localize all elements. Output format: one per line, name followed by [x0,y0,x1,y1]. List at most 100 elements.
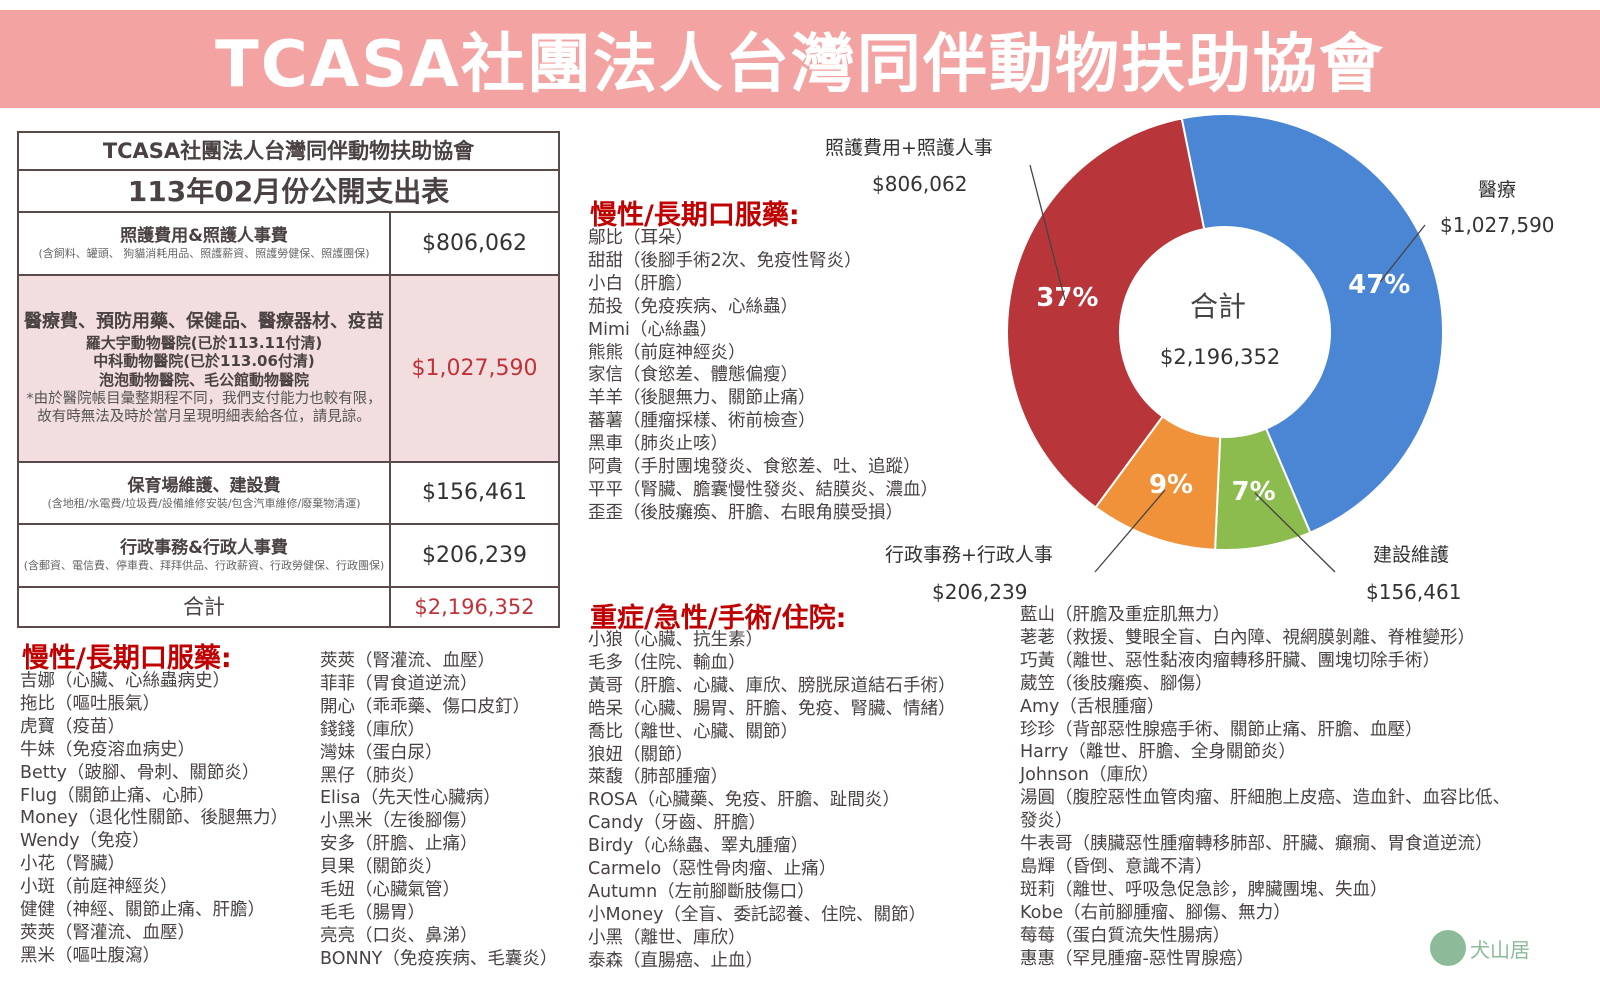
list-item: 毛妞（心臟氣管） [320,880,460,901]
list-item: 亮亮（口炎、鼻涕） [320,925,478,946]
hospital: 中科動物醫院(已於113.06付清) [93,352,315,371]
list-item: 藍山（肝膽及重症肌無力） [1020,605,1230,625]
expense-table: TCASA社團法人台灣同伴動物扶助協會 113年02月份公開支出表 照護費用&照… [17,131,560,628]
list-item: Wendy（免疫） [20,831,150,852]
list-item: Mimi（心絲蟲） [588,319,718,340]
list-item: 蕃薯（腫瘤採樣、術前檢查） [588,411,816,432]
list-item: 小白（肝膽） [588,273,693,294]
list-item: 黑仔（肺炎） [320,765,425,786]
list-item: 菲菲（胃食道逆流） [320,673,478,694]
list-item: 牛表哥（胰臟惡性腫瘤轉移肺部、肝臟、癲癇、胃食道逆流） [1020,834,1493,855]
chronic-heading-mid: 慢性/長期口服藥: [590,200,800,231]
list-item: Autumn（左前腳斷肢傷口） [588,881,815,902]
pct-label-admin: 9% [1149,470,1193,500]
slice-name-care: 照護費用+照護人事 [825,137,993,159]
chronic-heading-left: 慢性/長期口服藥: [22,643,232,674]
list-item: ROSA（心臟藥、免疫、肝膽、趾間炎） [588,790,900,811]
critical-list-1: 小狼（心臟、抗生素） 毛多（住院、輸血） 黃哥（肝膽、心臟、庫欣、膀胱尿道結石手術）… [588,629,956,973]
list-item: BONNY（免疫疾病、毛囊炎） [320,948,558,969]
slice-amount-construction: $156,461 [1366,580,1462,604]
list-item: 小花（腎臟） [20,854,125,875]
list-item: 甜甜（後腳手術2次、免疫性腎炎） [588,250,862,271]
list-item: Candy（牙齒、肝膽） [588,813,766,834]
hospital: 泡泡動物醫院、毛公館動物醫院 [98,371,309,389]
slice-amount-care: $806,062 [872,172,968,196]
list-item: 泰森（直腸癌、止血） [588,950,763,971]
list-item: 熊熊（前庭神經炎） [588,342,746,363]
row-note: (含郵資、電信費、停車費、拜拜供品、行政薪資、行政勞健保、行政團保) [23,559,385,573]
list-item: 安多（肝膽、止痛） [320,834,478,855]
list-item: 莢莢（腎灌流、血壓） [320,651,495,671]
row-note: (含飼料、罐頭、 狗貓消耗用品、照護薪資、照護勞健保、照護團保) [38,247,370,261]
list-item: Johnson（庫欣） [1020,765,1159,786]
leader-line-admin [1094,489,1166,573]
logo: 犬山居 [1430,930,1530,966]
list-item: 阿貴（手肘團塊發炎、食慾差、吐、追蹤） [588,457,921,478]
list-item: 貝果（關節炎） [320,857,443,878]
list-item: 健健（神經、關節止痛、肝膽） [20,900,265,921]
leader-line-construction [1254,492,1336,573]
list-item: 珍珍（背部惡性腺癌手術、關節止痛、肝膽、血壓） [1020,719,1423,740]
hospital: 羅大宇動物醫院(已於113.11付清) [85,333,323,352]
row-label: 照護費用&照護人事費 [120,226,288,246]
list-item: 皓呆（心臟、腸胃、肝膽、免疫、腎臟、情緒） [588,698,956,719]
list-item: 拖比（嘔吐脹氣） [20,693,160,714]
chronic-list-1: 吉娜（心臟、心絲蟲病史） 拖比（嘔吐脹氣） 虎寶（疫苗） 牛妹（免疫溶血病史） Bett… [20,670,288,968]
slice-care [1006,117,1206,509]
list-item: 歪歪（後肢癱瘓、肝膽、右眼角膜受損） [588,502,903,523]
chronic-list-3: 鄔比（耳朵） 甜甜（後腳手術2次、免疫性腎炎） 小白（肝膽） 茄投（免疫疾病、心絲蟲）… [588,227,938,525]
list-item: 湯圓（腹腔惡性血管肉瘤、肝細胞上皮癌、造血針、血容比低、 [1020,788,1510,809]
list-item: 錢錢（庫欣） [320,719,425,740]
slice-medical [1180,113,1444,534]
list-item: Carmelo（惡性骨肉瘤、止痛） [588,859,837,880]
list-item: 莓莓（蛋白質流失性腸病） [1020,925,1230,946]
list-item: 家信（食慾差、體態偏瘦） [588,365,798,386]
list-item: 牛妹（免疫溶血病史） [20,739,195,760]
total-label: 合計 [17,586,391,628]
row-amount: $206,239 [389,523,560,588]
list-item: 發炎） [1020,811,1073,832]
list-item: Money（退化性關節、後腿無力） [20,808,289,829]
list-item: 莢莢（腎灌流、血壓） [20,922,195,943]
total-row: 合計 $2,196,352 [17,586,560,628]
leader-line-medical [1379,224,1426,283]
list-item: 喬比（離世、心臟、關節） [588,721,798,742]
list-item: 鄔比（耳朵） [588,228,693,248]
list-item: 葳笠（後肢癱瘓、腳傷） [1020,673,1213,694]
pct-label-construction: 7% [1232,477,1276,507]
slice-name-admin: 行政事務+行政人事 [885,544,1053,566]
row-note: (含地租/水電費/垃圾費/設備維修安裝/包含汽車維修/廢棄物清運) [47,496,361,510]
list-item: 小黑（離世、庫欣） [588,927,746,948]
total-amount: $2,196,352 [389,586,560,628]
critical-heading: 重症/急性/手術/住院: [590,603,847,634]
slice-amount-admin: $206,239 [932,580,1028,604]
list-item: 開心（乖乖藥、傷口皮釘） [320,696,530,717]
list-item: 平平（腎臟、膽囊慢性發炎、結膜炎、濃血） [588,479,938,500]
list-item: 灣妹（蛋白尿） [320,742,443,763]
list-item: 荖荖（救援、雙眼全盲、白內障、視網膜剝離、脊椎變形） [1020,627,1475,648]
table-title: 113年02月份公開支出表 [17,169,560,213]
list-item: 羊羊（後腿無力、關節止痛） [588,388,816,409]
list-item: 毛毛（腸胃） [320,902,425,923]
list-item: 黑米（嘔吐腹瀉） [20,945,160,966]
list-item: 萊馥（肺部腫瘤） [588,767,728,788]
list-item: Flug（關節止痛、心肺） [20,785,215,806]
pct-label-medical: 47% [1348,270,1410,300]
pct-label-care: 37% [1036,283,1098,313]
table-row: 醫療費、預防用藥、保健品、醫療器材、疫苗 羅大宇動物醫院(已於113.11付清) 中… [17,274,560,463]
row-label: 行政事務&行政人事費 [120,538,288,558]
list-item: 惠惠（罕見腫瘤-惡性胃腺癌） [1020,948,1254,969]
title-banner: TCASA社團法人台灣同伴動物扶助協會 [0,10,1600,108]
list-item: Amy（舌根腫瘤） [1020,696,1165,717]
list-item: 小黑米（左後腳傷） [320,811,478,832]
logo-text: 犬山居 [1470,937,1530,962]
list-item: 小狼（心臟、抗生素） [588,630,763,650]
list-item: 小Money（全盲、委託認養、住院、關節） [588,904,927,925]
center-value: $2,196,352 [1160,345,1281,369]
list-item: Birdy（心絲蟲、睪丸腫瘤） [588,836,809,857]
list-item: 茄投（免疫疾病、心絲蟲） [588,296,798,317]
row-amount: $806,062 [389,211,560,276]
slice-amount-medical: $1,027,590 [1440,213,1555,237]
list-item: Elisa（先天性心臟病） [320,788,501,809]
